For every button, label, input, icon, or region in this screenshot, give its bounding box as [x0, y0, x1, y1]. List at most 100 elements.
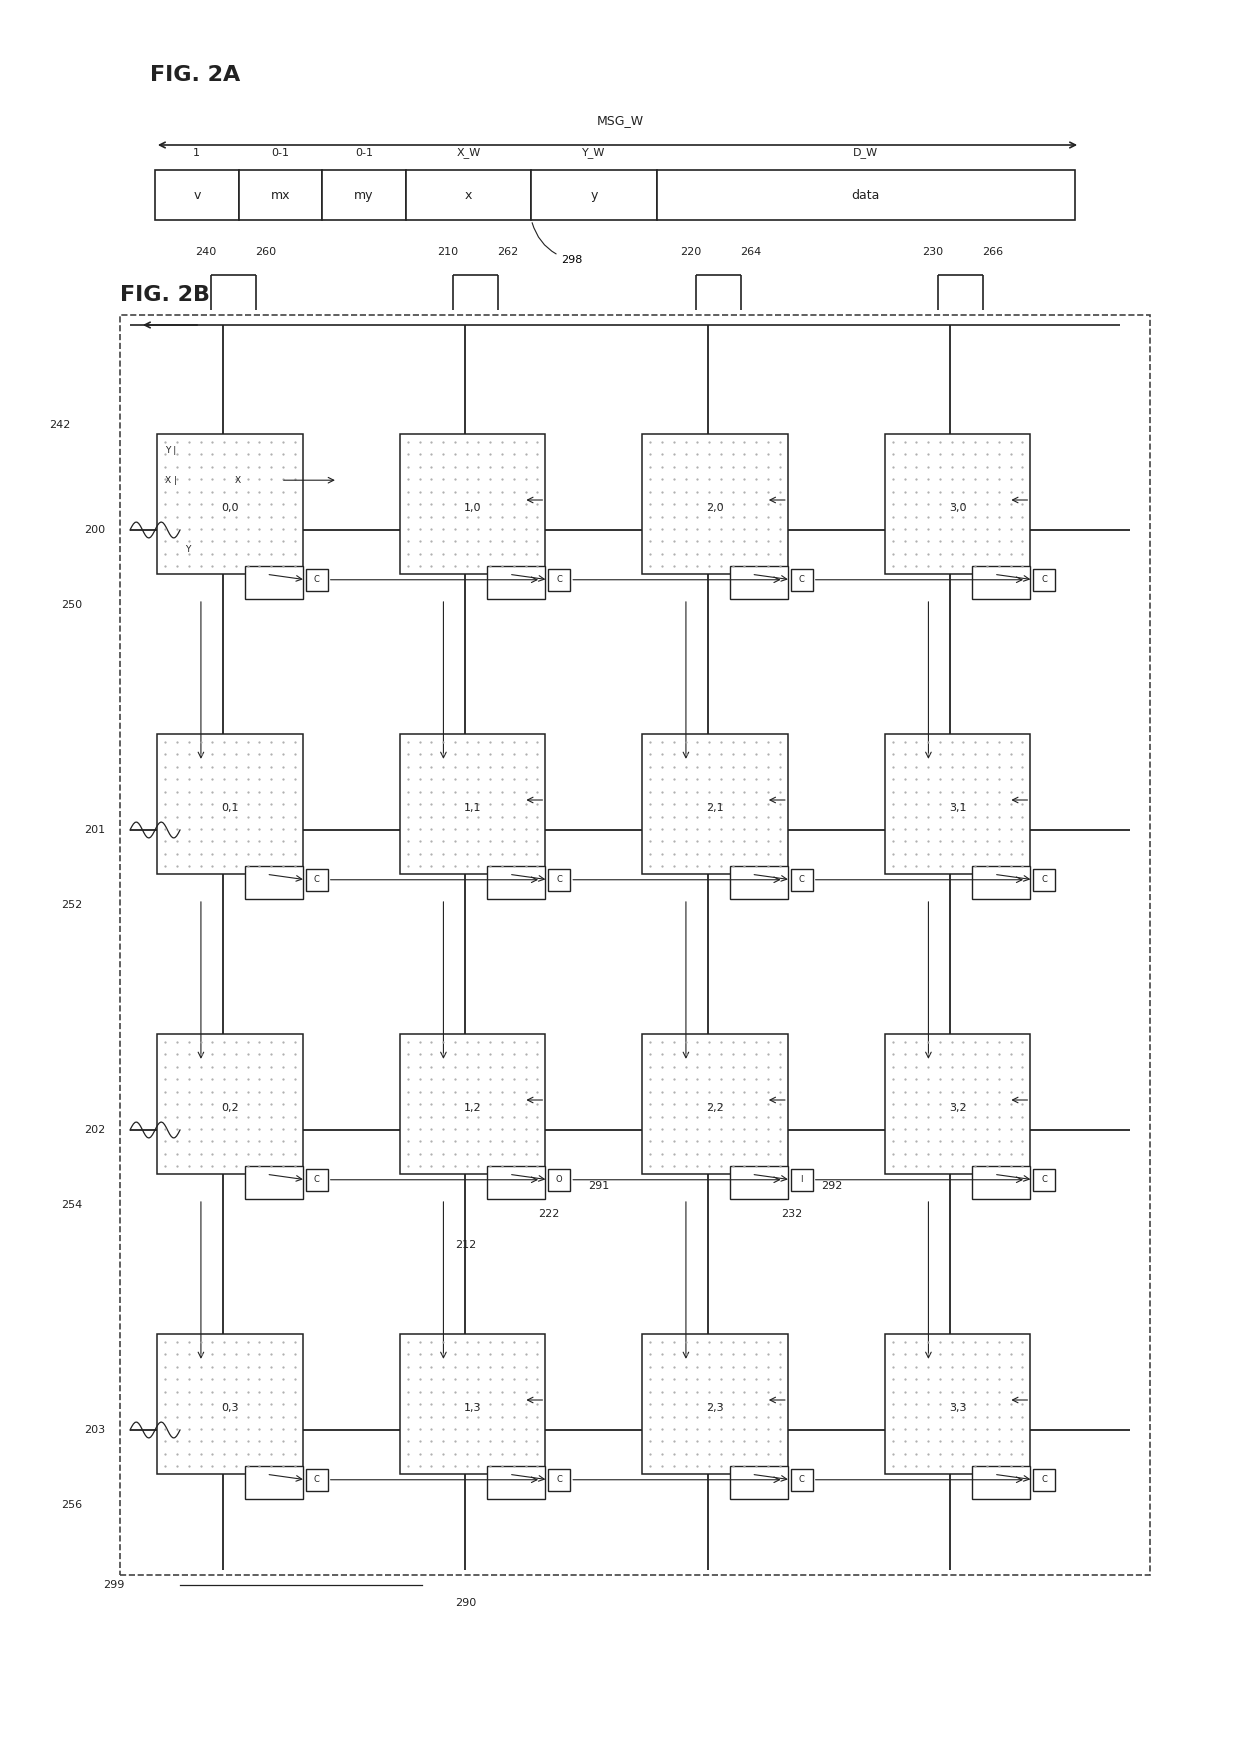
Bar [791, 1469, 812, 1490]
Bar [642, 1334, 787, 1474]
Bar [548, 869, 570, 892]
Text: 266: 266 [982, 247, 1003, 256]
Text: 0,3: 0,3 [221, 1404, 239, 1413]
Text: 252: 252 [61, 900, 82, 911]
Text: C: C [557, 1476, 562, 1485]
Bar [155, 170, 238, 219]
Bar [1033, 869, 1055, 892]
Text: v: v [193, 188, 201, 202]
Bar [548, 569, 570, 591]
Bar [791, 1169, 812, 1190]
Text: 0-1: 0-1 [272, 147, 289, 158]
Text: 210: 210 [438, 247, 459, 256]
Text: 290: 290 [455, 1599, 476, 1608]
Text: 1,0: 1,0 [464, 504, 481, 512]
Bar [244, 865, 303, 899]
Bar [972, 865, 1030, 899]
Bar [399, 734, 546, 874]
Bar [885, 1334, 1030, 1474]
Text: FIG. 2B: FIG. 2B [120, 284, 210, 305]
Text: 2,0: 2,0 [707, 504, 724, 512]
Bar [885, 1034, 1030, 1174]
Text: 220: 220 [680, 247, 702, 256]
Text: 201: 201 [84, 825, 105, 835]
Text: 298: 298 [532, 223, 583, 265]
Bar [487, 1465, 546, 1499]
Bar [642, 1034, 787, 1174]
Text: 1,3: 1,3 [464, 1404, 481, 1413]
Bar [306, 569, 327, 591]
Bar [399, 433, 546, 574]
Bar [487, 1165, 546, 1199]
Bar [157, 734, 303, 874]
Bar [972, 1165, 1030, 1199]
Text: 2,3: 2,3 [707, 1404, 724, 1413]
Bar [791, 869, 812, 892]
Bar [729, 567, 787, 598]
Text: C: C [314, 876, 320, 885]
Text: data: data [852, 188, 880, 202]
Bar [532, 170, 657, 219]
Text: 3,1: 3,1 [949, 804, 966, 813]
Text: Y |: Y | [165, 446, 176, 455]
Bar [885, 734, 1030, 874]
Text: 291: 291 [588, 1181, 610, 1190]
Text: 0,1: 0,1 [221, 804, 239, 813]
Text: 2,2: 2,2 [706, 1104, 724, 1113]
Bar [548, 1169, 570, 1190]
Bar [244, 1465, 303, 1499]
Text: D_W: D_W [853, 147, 878, 158]
Text: 256: 256 [61, 1501, 82, 1509]
Text: C: C [799, 576, 805, 584]
Text: 2,1: 2,1 [707, 804, 724, 813]
Bar [791, 569, 812, 591]
Text: 292: 292 [821, 1181, 842, 1190]
Bar [322, 170, 405, 219]
Text: Y_W: Y_W [583, 147, 606, 158]
Text: 1,2: 1,2 [464, 1104, 481, 1113]
Text: C: C [799, 1476, 805, 1485]
Bar [238, 170, 322, 219]
Text: MSG_W: MSG_W [596, 114, 644, 126]
Bar [1033, 1469, 1055, 1490]
Text: X |: X | [165, 476, 177, 484]
Text: I: I [801, 1176, 804, 1185]
Text: y: y [590, 188, 598, 202]
Text: 260: 260 [255, 247, 277, 256]
Bar [405, 170, 532, 219]
Text: 232: 232 [781, 1209, 802, 1218]
Text: 262: 262 [497, 247, 518, 256]
Text: mx: mx [270, 188, 290, 202]
Bar [399, 1334, 546, 1474]
Bar [548, 1469, 570, 1490]
Text: 0-1: 0-1 [355, 147, 373, 158]
Text: my: my [355, 188, 373, 202]
Bar [157, 1334, 303, 1474]
Text: X: X [234, 476, 241, 484]
Text: C: C [557, 576, 562, 584]
Text: 3,3: 3,3 [949, 1404, 966, 1413]
Bar [729, 1165, 787, 1199]
Bar [157, 1034, 303, 1174]
Text: C: C [314, 1476, 320, 1485]
Text: 212: 212 [455, 1241, 476, 1250]
Text: 200: 200 [84, 525, 105, 535]
Text: 222: 222 [538, 1209, 559, 1218]
Text: FIG. 2A: FIG. 2A [150, 65, 241, 84]
Bar [244, 1165, 303, 1199]
Text: 250: 250 [61, 600, 82, 611]
Text: C: C [1042, 876, 1048, 885]
Text: X_W: X_W [456, 147, 481, 158]
Text: 203: 203 [84, 1425, 105, 1436]
Bar [487, 567, 546, 598]
Text: 242: 242 [48, 419, 69, 430]
Text: C: C [1042, 576, 1048, 584]
Bar [306, 1469, 327, 1490]
Bar [1033, 1169, 1055, 1190]
Bar [642, 433, 787, 574]
Text: 0,2: 0,2 [221, 1104, 239, 1113]
Text: C: C [314, 576, 320, 584]
Text: 1: 1 [193, 147, 201, 158]
Text: 0,0: 0,0 [221, 504, 239, 512]
Text: 240: 240 [195, 247, 216, 256]
